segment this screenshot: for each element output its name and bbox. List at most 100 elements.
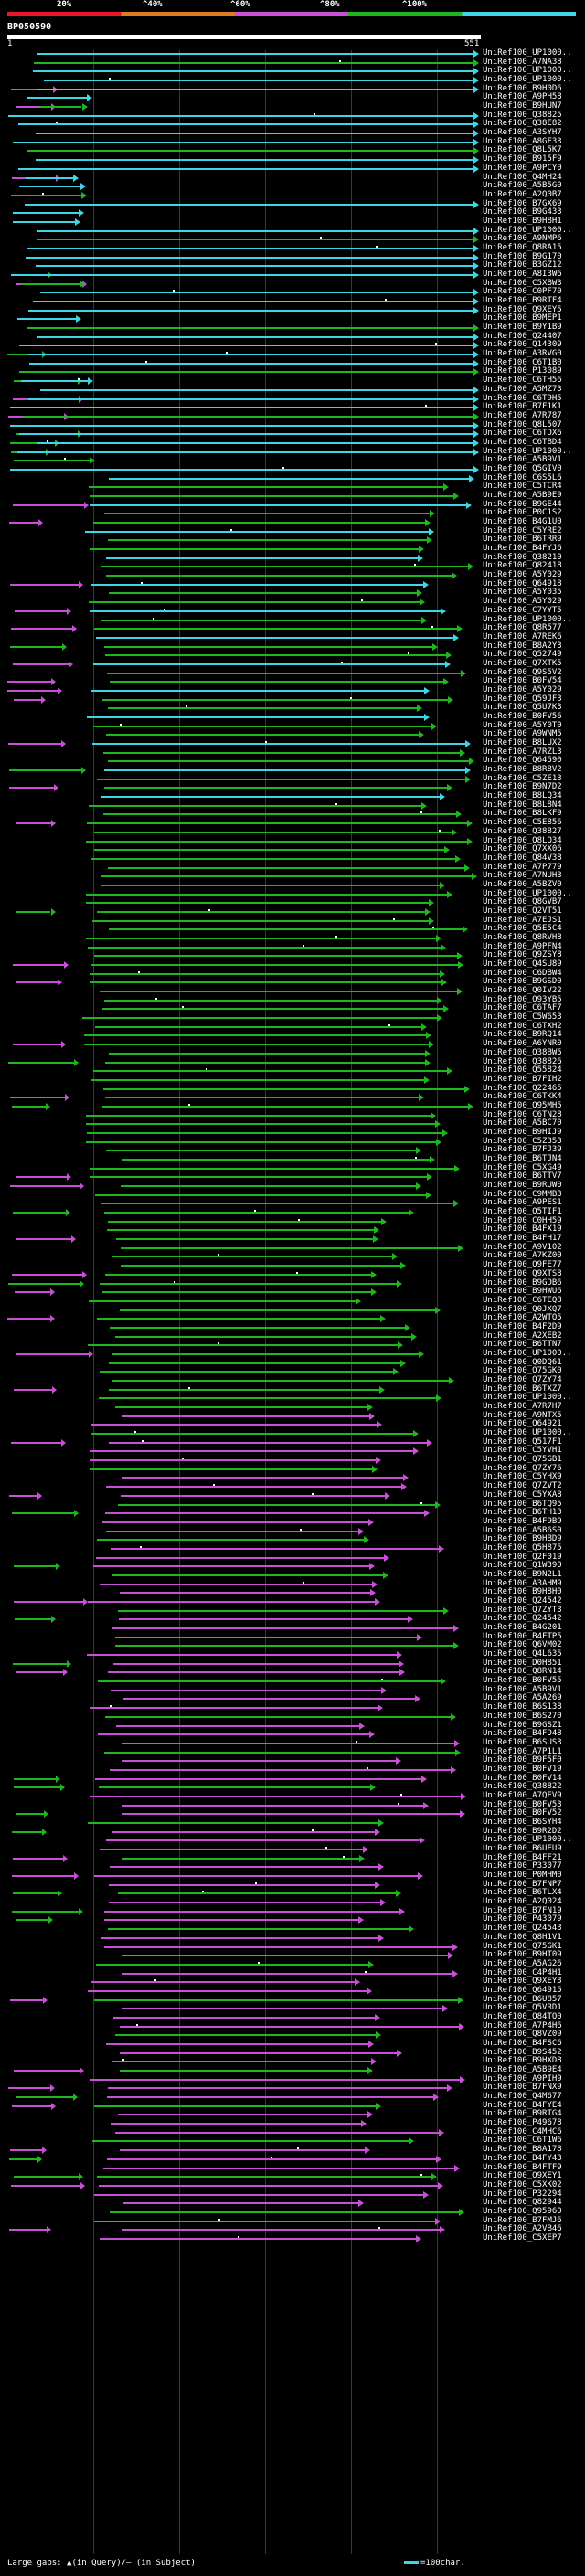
hit-label[interactable]: UniRef100_A9V102 [483, 1244, 562, 1252]
hit-label[interactable]: UniRef100_B9N2L1 [483, 1571, 562, 1579]
hit-label[interactable]: UniRef100_B4FYE4 [483, 2102, 562, 2110]
hit-label[interactable]: UniRef100_C9MMB3 [483, 1191, 562, 1199]
hit-label[interactable]: UniRef100_Q84TQ0 [483, 2013, 562, 2021]
hit-label[interactable]: UniRef100_A5B9E4 [483, 2066, 562, 2074]
hit-label[interactable]: UniRef100_B8A2Y3 [483, 642, 562, 651]
hit-label[interactable]: UniRef100_Q64915 [483, 1987, 562, 1995]
hit-label[interactable]: UniRef100_P43079 [483, 1915, 562, 1924]
hit-label[interactable]: UniRef100_B6SYH4 [483, 1818, 562, 1827]
hit-label[interactable]: UniRef100_P0C1S2 [483, 509, 562, 517]
hit-label[interactable]: UniRef100_Q4MH24 [483, 174, 562, 182]
hit-label[interactable]: UniRef100_A7NA38 [483, 58, 562, 67]
hit-label[interactable]: UniRef100_B9HIJ9 [483, 1129, 562, 1137]
hit-label[interactable]: UniRef100_A3SYH7 [483, 129, 562, 137]
hit-label[interactable]: UniRef100_Q38E82 [483, 120, 562, 128]
hit-label[interactable]: UniRef100_Q9S5V2 [483, 669, 562, 677]
hit-label[interactable]: UniRef100_Q8L507 [483, 421, 562, 429]
hit-label[interactable]: UniRef100_B9GSD0 [483, 978, 562, 986]
hit-label[interactable]: UniRef100_B4G201 [483, 1624, 562, 1632]
hit-label[interactable]: UniRef100_Q14309 [483, 341, 562, 349]
hit-label[interactable]: UniRef100_C6DBW4 [483, 970, 562, 978]
hit-label[interactable]: UniRef100_A7P4H6 [483, 2022, 562, 2030]
hit-label[interactable]: UniRef100_B9F5F0 [483, 1756, 562, 1765]
hit-label[interactable]: UniRef100_Q7ZY76 [483, 1465, 562, 1473]
hit-label[interactable]: UniRef100_Q64918 [483, 580, 562, 588]
hit-label[interactable]: UniRef100_A7KZ00 [483, 1252, 562, 1260]
hit-label[interactable]: UniRef100_Q38BW5 [483, 1049, 562, 1057]
hit-label[interactable]: UniRef100_B9S452 [483, 2049, 562, 2057]
hit-label[interactable]: UniRef100_A5B6S0 [483, 1527, 562, 1535]
hit-label[interactable]: UniRef100_B6S138 [483, 1703, 562, 1712]
hit-label[interactable]: UniRef100_UP1000.. [483, 448, 572, 456]
hit-label[interactable]: UniRef100_B9HBD9 [483, 1535, 562, 1543]
hit-label[interactable]: UniRef100_A5A269 [483, 1694, 562, 1702]
hit-label[interactable]: UniRef100_B0FV54 [483, 677, 562, 685]
hit-label[interactable]: UniRef100_B6S270 [483, 1712, 562, 1721]
hit-label[interactable]: UniRef100_A5BC70 [483, 1119, 562, 1128]
hit-label[interactable]: UniRef100_B6TRR9 [483, 535, 562, 544]
hit-label[interactable]: UniRef100_C6T9H5 [483, 395, 562, 403]
hit-label[interactable]: UniRef100_B9GSZ1 [483, 1722, 562, 1730]
hit-label[interactable]: UniRef100_B8R8V2 [483, 766, 562, 774]
hit-label[interactable]: UniRef100_B4FTF9 [483, 2164, 562, 2172]
hit-label[interactable]: UniRef100_B9RQ14 [483, 1031, 562, 1039]
hit-label[interactable]: UniRef100_P13089 [483, 367, 562, 376]
hit-label[interactable]: UniRef100_C6T1W6 [483, 2136, 562, 2145]
hit-label[interactable]: UniRef100_C6TXH2 [483, 1023, 562, 1031]
hit-label[interactable]: UniRef100_A8GF33 [483, 138, 562, 146]
hit-label[interactable]: UniRef100_C5XK02 [483, 2181, 562, 2189]
hit-label[interactable]: UniRef100_B9H8H1 [483, 217, 562, 226]
hit-label[interactable]: UniRef100_Q2VT51 [483, 907, 562, 916]
hit-label[interactable]: UniRef100_Q2F019 [483, 1553, 562, 1562]
hit-label[interactable]: UniRef100_C5YRE2 [483, 527, 562, 535]
hit-label[interactable]: UniRef100_C6TBD4 [483, 439, 562, 447]
hit-label[interactable]: UniRef100_UP1000.. [483, 49, 572, 58]
hit-label[interactable]: UniRef100_A8I3W6 [483, 270, 562, 279]
hit-label[interactable]: UniRef100_B7FJ39 [483, 1146, 562, 1154]
hit-label[interactable]: UniRef100_B6UEU9 [483, 1845, 562, 1853]
hit-label[interactable]: UniRef100_A7NUH3 [483, 872, 562, 880]
hit-label[interactable]: UniRef100_C4MHC6 [483, 2128, 562, 2136]
hit-label[interactable]: UniRef100_B6TXZ7 [483, 1385, 562, 1394]
hit-label[interactable]: UniRef100_Q9XEY1 [483, 2172, 562, 2180]
hit-label[interactable]: UniRef100_UP1000.. [483, 76, 572, 84]
hit-label[interactable]: UniRef100_UP1000.. [483, 616, 572, 624]
hit-label[interactable]: UniRef100_Q22465 [483, 1085, 562, 1093]
hit-label[interactable]: UniRef100_B7FNX9 [483, 2083, 562, 2092]
hit-label[interactable]: UniRef100_Q7ZY74 [483, 1376, 562, 1384]
hit-label[interactable]: UniRef100_Q52749 [483, 651, 562, 659]
hit-label[interactable]: UniRef100_B4FSC6 [483, 2040, 562, 2048]
hit-label[interactable]: UniRef100_Q0JXQ7 [483, 1306, 562, 1314]
hit-label[interactable]: UniRef100_P0MHM0 [483, 1871, 562, 1880]
hit-label[interactable]: UniRef100_C5XEP7 [483, 2234, 562, 2242]
hit-label[interactable]: UniRef100_Q93YB5 [483, 996, 562, 1004]
hit-label[interactable]: UniRef100_P33077 [483, 1862, 562, 1871]
hit-label[interactable]: UniRef100_A9PFN4 [483, 943, 562, 951]
hit-label[interactable]: UniRef100_UP1000.. [483, 67, 572, 75]
hit-label[interactable]: UniRef100_Q7ZYT3 [483, 1606, 562, 1615]
hit-label[interactable]: UniRef100_Q9ZSY8 [483, 951, 562, 959]
hit-label[interactable]: UniRef100_C0PF70 [483, 288, 562, 296]
hit-label[interactable]: UniRef100_B4FY43 [483, 2155, 562, 2163]
hit-label[interactable]: UniRef100_A9PH58 [483, 93, 562, 101]
hit-label[interactable]: UniRef100_Q8L5K7 [483, 146, 562, 154]
hit-label[interactable]: UniRef100_Q5U7K3 [483, 704, 562, 712]
hit-label[interactable]: UniRef100_C0HH59 [483, 1217, 562, 1225]
hit-label[interactable]: UniRef100_UP1000.. [483, 227, 572, 235]
hit-label[interactable]: UniRef100_Q5E5C4 [483, 925, 562, 933]
hit-label[interactable]: UniRef100_B915F9 [483, 155, 562, 164]
hit-label[interactable]: UniRef100_B9R2D2 [483, 1828, 562, 1836]
hit-label[interactable]: UniRef100_Q8RA15 [483, 244, 562, 252]
hit-label[interactable]: UniRef100_A3AHM9 [483, 1580, 562, 1588]
hit-label[interactable]: UniRef100_Q7ZVT2 [483, 1482, 562, 1490]
hit-label[interactable]: UniRef100_Q82418 [483, 562, 562, 570]
hit-label[interactable]: UniRef100_UP1000.. [483, 890, 572, 898]
hit-label[interactable]: UniRef100_C6TDX6 [483, 429, 562, 438]
hit-label[interactable]: UniRef100_B9HUN7 [483, 102, 562, 111]
hit-label[interactable]: UniRef100_A6YNR0 [483, 1040, 562, 1048]
hit-label[interactable]: UniRef100_B9RTG4 [483, 2110, 562, 2118]
hit-label[interactable]: UniRef100_UP1000.. [483, 1836, 572, 1844]
hit-label[interactable]: UniRef100_B4FYJ6 [483, 545, 562, 553]
hit-label[interactable]: UniRef100_Q8H1V1 [483, 1934, 562, 1942]
hit-label[interactable]: UniRef100_C4P4H1 [483, 1969, 562, 1977]
